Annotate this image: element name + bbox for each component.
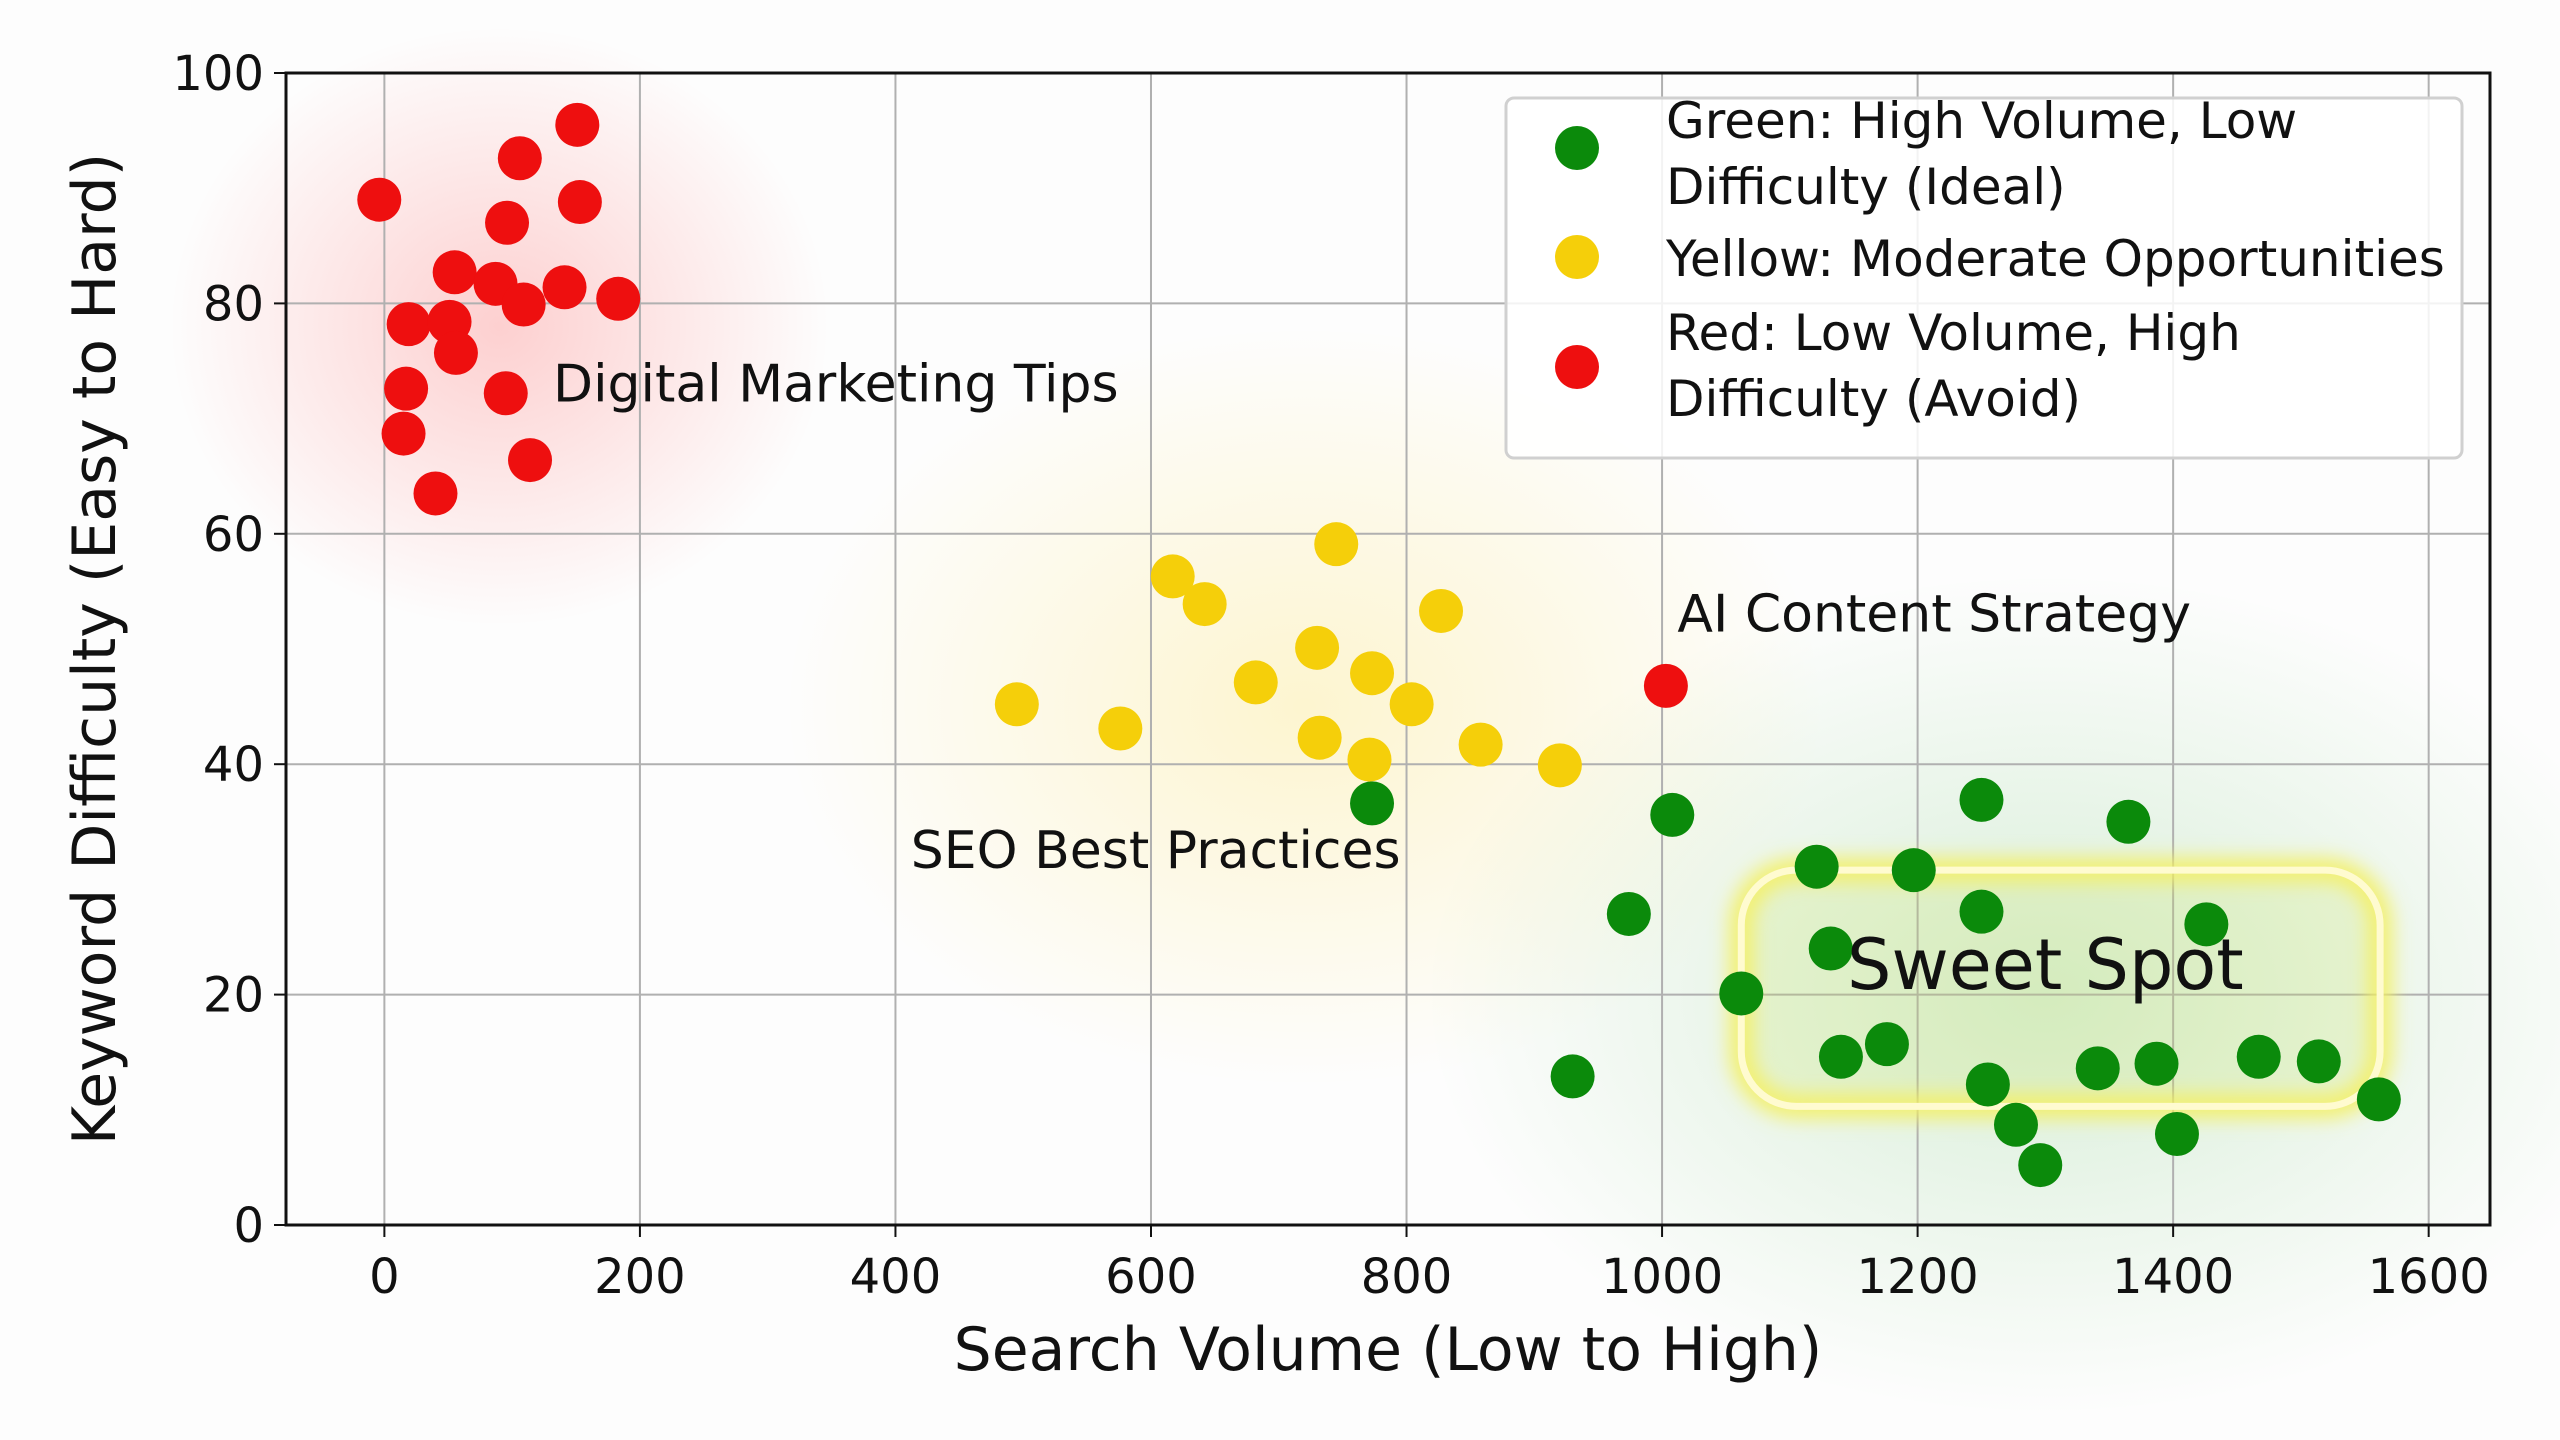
y-tick-label: 0 (233, 1198, 264, 1254)
data-point-red (485, 200, 530, 245)
data-point-red (555, 102, 600, 147)
data-point-green (1650, 792, 1695, 837)
data-point-green (2296, 1039, 2341, 1084)
red-zone-glow (169, 26, 830, 627)
y-tick-label: 60 (203, 507, 264, 563)
data-point-yellow (1182, 582, 1227, 627)
data-point-green (1794, 844, 1839, 889)
x-tick-label: 1200 (1857, 1249, 1979, 1305)
legend-label: Difficulty (Avoid) (1666, 370, 2081, 428)
data-point-yellow (1314, 522, 1359, 567)
data-point-red (483, 371, 528, 416)
data-point-green (2356, 1077, 2401, 1122)
data-point-yellow (1389, 682, 1434, 727)
data-point-red (386, 302, 431, 347)
data-point-green (2154, 1111, 2199, 1156)
data-point-yellow (994, 682, 1039, 727)
data-points (357, 102, 2401, 1188)
data-point-green (1719, 971, 1764, 1016)
data-point-green (1959, 777, 2004, 822)
data-point-red (1643, 663, 1688, 708)
data-point-red (432, 250, 477, 295)
data-point-yellow (1295, 625, 1340, 670)
data-point-green (1959, 889, 2004, 934)
data-point-yellow (1537, 743, 1582, 788)
data-point-red (497, 136, 542, 181)
annotation-label: Digital Marketing Tips (553, 354, 1119, 414)
data-point-yellow (1150, 554, 1195, 599)
y-tick-label: 20 (203, 968, 264, 1024)
legend-box (1504, 96, 2464, 460)
data-point-green (2018, 1143, 2063, 1188)
data-point-green (2236, 1034, 2281, 1079)
legend-marker (1555, 126, 1599, 170)
x-tick-label: 0 (369, 1249, 400, 1305)
legend-marker (1555, 235, 1599, 279)
data-point-yellow (1350, 651, 1395, 696)
data-point-red (508, 438, 553, 483)
legend-label: Red: Low Volume, High (1666, 304, 2241, 362)
legend-label: Difficulty (Ideal) (1666, 158, 2066, 216)
x-tick-label: 1000 (1601, 1249, 1723, 1305)
x-axis-label: Search Volume (Low to High) (954, 1315, 1823, 1385)
x-tick-label: 200 (594, 1249, 686, 1305)
data-point-green (1993, 1102, 2038, 1147)
y-tick-label: 80 (203, 276, 264, 332)
data-point-green (1550, 1054, 1595, 1099)
x-tick-label: 600 (1105, 1249, 1197, 1305)
data-point-green (1808, 926, 1853, 971)
data-point-green (1965, 1062, 2010, 1107)
data-point-green (2106, 799, 2151, 844)
data-point-green (1891, 848, 1936, 893)
legend-marker (1555, 345, 1599, 389)
x-tick-label: 800 (1361, 1249, 1453, 1305)
annotation-label: AI Content Strategy (1677, 585, 2191, 645)
data-point-red (413, 471, 458, 516)
data-point-yellow (1458, 722, 1503, 767)
annotation-label: SEO Best Practices (911, 821, 1401, 881)
data-point-yellow (1233, 660, 1278, 705)
data-point-green (2134, 1041, 2179, 1086)
data-point-red (557, 180, 602, 225)
data-point-red (384, 366, 429, 411)
x-tick-label: 1600 (2368, 1249, 2490, 1305)
legend-label: Yellow: Moderate Opportunities (1665, 230, 2445, 288)
data-point-yellow (1098, 706, 1143, 751)
ticks: 0 200 400 600 800 1000 1200 1400 1600 0 20 40 60 80 10… (172, 46, 2489, 1305)
x-tick-label: 1400 (2112, 1249, 2234, 1305)
data-point-green (2075, 1046, 2120, 1091)
y-tick-label: 40 (203, 737, 264, 793)
data-point-red (542, 265, 587, 310)
plot-frame (284, 71, 2492, 1227)
legend-label: Green: High Volume, Low (1666, 92, 2297, 150)
data-point-yellow (1347, 737, 1392, 782)
data-point-green (1350, 781, 1395, 826)
data-point-red (501, 282, 546, 327)
data-point-yellow (1297, 715, 1342, 760)
data-point-red (433, 330, 478, 375)
y-axis-label: Keyword Difficulty (Easy to Hard) (60, 153, 130, 1145)
data-point-green (2184, 902, 2229, 947)
data-point-red (381, 411, 426, 456)
data-point-green (1864, 1022, 1909, 1067)
annotation-label: Sweet Spot (1847, 924, 2244, 1006)
y-tick-label: 100 (172, 46, 264, 102)
data-point-green (1606, 891, 1651, 936)
data-point-red (357, 177, 402, 222)
annotations: Digital Marketing Tips AI Content Strateg… (553, 354, 2244, 1006)
legend: Green: High Volume, Low Difficulty (Ideal… (1504, 92, 2464, 460)
data-point-red (596, 276, 641, 321)
x-tick-label: 400 (850, 1249, 942, 1305)
data-point-yellow (1419, 588, 1464, 633)
data-point-green (1818, 1034, 1863, 1079)
